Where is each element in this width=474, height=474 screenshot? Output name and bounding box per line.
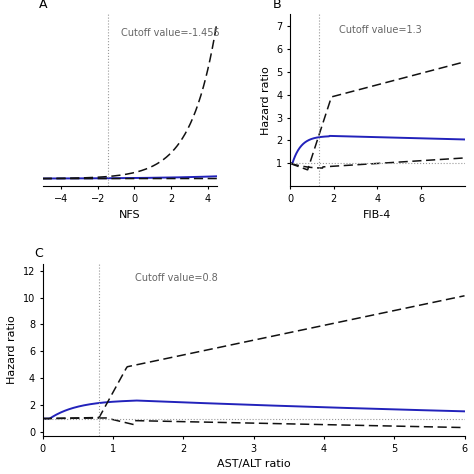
Y-axis label: Hazard ratio: Hazard ratio: [261, 66, 271, 135]
Y-axis label: Hazard ratio: Hazard ratio: [7, 316, 17, 384]
Text: Cutoff value=-1.455: Cutoff value=-1.455: [121, 28, 220, 38]
X-axis label: NFS: NFS: [119, 210, 141, 219]
Text: Cutoff value=1.3: Cutoff value=1.3: [339, 25, 422, 35]
Text: B: B: [273, 0, 282, 11]
X-axis label: AST/ALT ratio: AST/ALT ratio: [217, 459, 291, 469]
X-axis label: FIB-4: FIB-4: [363, 210, 392, 219]
Text: Cutoff value=0.8: Cutoff value=0.8: [136, 273, 218, 283]
Text: A: A: [39, 0, 48, 11]
Text: C: C: [34, 247, 43, 260]
